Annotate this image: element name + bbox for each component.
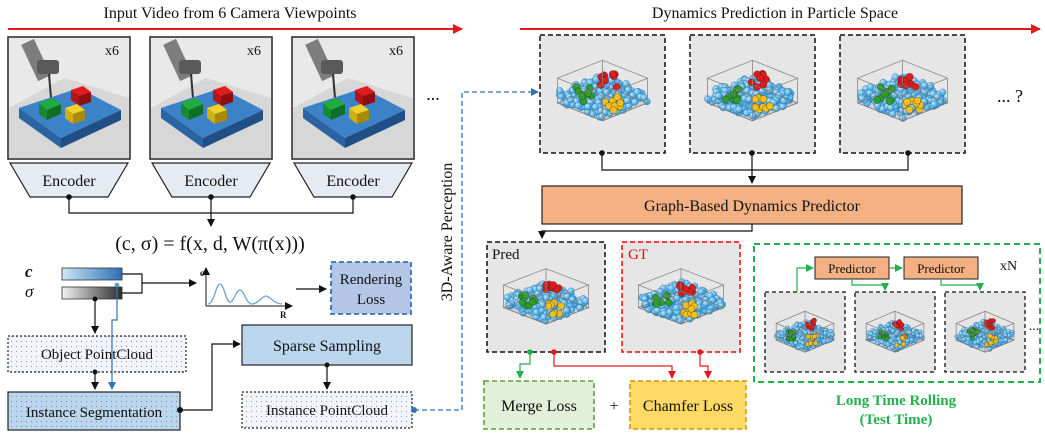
- camera-view-1: x6: [7, 36, 131, 160]
- particle-scene: [637, 268, 726, 325]
- encoder-1: Encoder: [8, 162, 130, 198]
- gt-label: GT: [628, 247, 648, 263]
- input-video-header: Input Video from 6 Camera Viewpoints: [104, 5, 357, 22]
- rolling-multiplier: xN: [1000, 259, 1017, 274]
- encoder-label: Encoder: [326, 173, 380, 190]
- particle-scene: [555, 59, 651, 122]
- particle-frame-1: [539, 34, 666, 154]
- instance-segmentation-box: Instance Segmentation: [7, 391, 181, 431]
- pred-label: Pred: [492, 247, 520, 263]
- encoder-2: Encoder: [150, 162, 272, 198]
- instance-pointcloud-label: Instance PointCloud: [266, 403, 389, 419]
- particle-frame-2: [689, 34, 816, 154]
- encoder-label: Encoder: [184, 173, 238, 190]
- bar-bracket: [122, 273, 197, 294]
- sparse-sampling-box: Sparse Sampling: [241, 324, 413, 366]
- perception-label: 3D-Aware Perception: [439, 163, 456, 301]
- rolling-predictor-2: Predictor: [917, 261, 965, 276]
- rendering-loss-box: Rendering Loss: [330, 261, 412, 315]
- nerf-formula: (c, σ) = f(x, d, W(π(x))): [115, 233, 305, 255]
- particle-scene: [502, 268, 590, 325]
- color-bar: [61, 267, 123, 281]
- merge-loss-box: Merge Loss: [483, 380, 595, 430]
- rolling-title-line1: Long Time Rolling: [836, 393, 957, 409]
- frames-connector: [601, 153, 909, 184]
- graph-dynamics-predictor: Graph-Based Dynamics Predictor: [541, 185, 963, 225]
- view-multiplier: x6: [105, 44, 119, 59]
- object-pointcloud-box: Object PointCloud: [7, 335, 187, 373]
- object-pointcloud-label: Object PointCloud: [41, 347, 154, 363]
- camera-view-3: x6: [291, 36, 415, 160]
- c-label: c: [25, 262, 33, 281]
- encoder-label: Encoder: [42, 173, 96, 190]
- particle-scene: [865, 310, 925, 353]
- particle-frame-3: [839, 34, 966, 154]
- sparse-sampling-label: Sparse Sampling: [273, 338, 381, 355]
- particle-scene: [954, 310, 1015, 353]
- radiance-plot: c R: [200, 267, 293, 320]
- view-multiplier: x6: [247, 44, 261, 59]
- particle-frames: [539, 34, 966, 154]
- plus-sign: +: [609, 398, 618, 415]
- dynamics-header: Dynamics Prediction in Particle Space: [652, 5, 898, 22]
- sigma-label: σ: [25, 282, 34, 301]
- particle-scene: [856, 59, 949, 122]
- instance-pointcloud-box: Instance PointCloud: [241, 391, 413, 429]
- plot-x-label: R: [280, 310, 287, 320]
- predictor-label: Graph-Based Dynamics Predictor: [644, 198, 861, 215]
- instance-segmentation-label: Instance Segmentation: [26, 405, 163, 421]
- gt-frame: GT: [621, 241, 741, 353]
- plot-y-label: c: [200, 268, 204, 278]
- rolling-ellipsis: ...: [1029, 319, 1040, 334]
- perception-link: [414, 88, 539, 411]
- encoder-3: Encoder: [292, 162, 414, 198]
- chamfer-loss-box: Chamfer Loss: [629, 380, 747, 430]
- particle-scene: [704, 59, 799, 122]
- particle-scene: [774, 310, 835, 353]
- merge-loss-label: Merge Loss: [501, 398, 577, 415]
- chamfer-loss-label: Chamfer Loss: [643, 398, 733, 415]
- rendering-loss-line1: Rendering: [340, 272, 403, 288]
- rolling-title-line2: (Test Time): [860, 412, 933, 428]
- rolling-predictor-1: Predictor: [828, 261, 876, 276]
- views-ellipsis: ...: [426, 84, 440, 104]
- camera-view-2: x6: [149, 36, 273, 160]
- pred-frame: Pred: [486, 241, 606, 353]
- density-bar: [61, 286, 123, 300]
- rendering-loss-line2: Loss: [357, 292, 386, 308]
- long-time-rolling-panel: Predictor Predictor xN ...: [753, 243, 1041, 383]
- frames-ellipsis: ... ?: [997, 86, 1023, 106]
- view-multiplier: x6: [389, 44, 403, 59]
- encoder-connector: [68, 197, 354, 227]
